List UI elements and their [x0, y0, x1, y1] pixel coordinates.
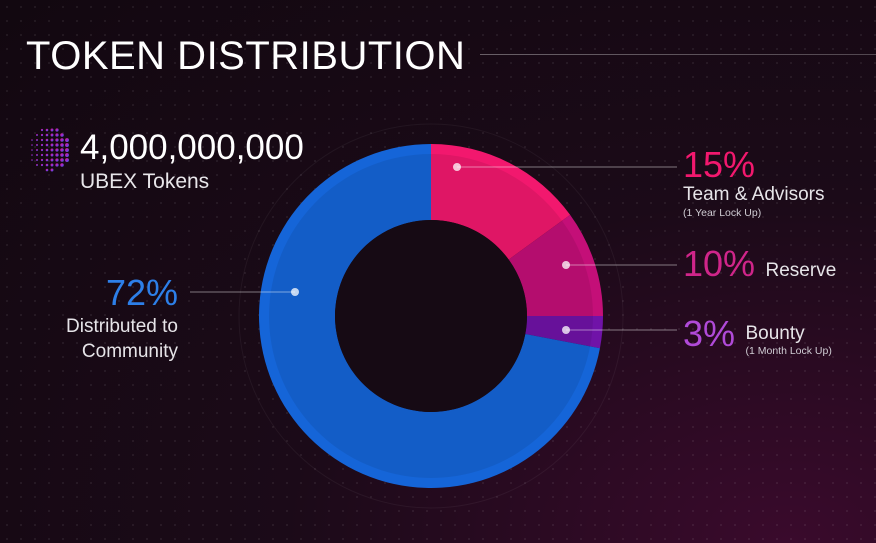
globe-icon-dot — [55, 133, 59, 137]
globe-icon-dot — [36, 164, 38, 166]
globe-icon-dot — [60, 138, 64, 142]
globe-icon-dot — [55, 153, 59, 157]
dotted-globe-icon — [31, 128, 69, 172]
globe-icon-dot — [40, 148, 44, 152]
bounty-name: Bounty — [745, 323, 805, 344]
total-token-amount: 4,000,000,000 — [80, 128, 304, 167]
reserve-label: 10% Reserve — [683, 243, 836, 285]
globe-icon-dot — [40, 163, 44, 167]
team-percent: 15% — [683, 144, 756, 185]
globe-icon-dot — [65, 158, 69, 162]
globe-icon-dot — [60, 158, 64, 162]
globe-icon-dot — [50, 138, 54, 142]
leader-dot-team — [453, 163, 461, 171]
globe-icon-dot — [55, 163, 59, 167]
globe-icon-dot — [40, 133, 44, 137]
globe-icon-dot — [55, 148, 59, 152]
donut-slice-shade — [431, 154, 563, 260]
globe-icon-dot — [60, 143, 64, 147]
globe-icon-dot — [45, 168, 49, 172]
leader-dot-bounty — [562, 326, 570, 334]
globe-icon-dot — [50, 168, 54, 172]
globe-icon-dot — [50, 143, 54, 147]
bounty-label: 3% Bounty (1 Month Lock Up) — [683, 313, 832, 357]
globe-icon-dot — [40, 153, 44, 157]
community-label: 72% Distributed to Community — [54, 272, 178, 363]
globe-icon-dot — [31, 149, 33, 151]
donut-slice-shade — [508, 220, 593, 316]
leader-dot-community — [291, 288, 299, 296]
leader-dot-reserve — [562, 261, 570, 269]
globe-icon-dot — [45, 143, 49, 147]
globe-icon-dot — [36, 149, 38, 151]
globe-icon-dot — [40, 138, 44, 142]
team-note: (1 Year Lock Up) — [683, 207, 762, 219]
globe-icon-dot — [55, 158, 59, 162]
globe-icon-dot — [50, 148, 54, 152]
globe-icon-dot — [31, 139, 33, 141]
community-name-line2: Community — [81, 341, 178, 362]
globe-icon-dot — [60, 163, 64, 167]
community-percent: 72% — [105, 272, 178, 313]
globe-icon-dot — [50, 158, 54, 162]
globe-icon-dot — [36, 134, 38, 136]
globe-icon-dot — [40, 128, 44, 132]
donut-slice-reserve — [508, 214, 603, 316]
globe-icon-dot — [55, 143, 59, 147]
globe-icon-dot — [40, 158, 44, 162]
donut-hole — [335, 220, 527, 412]
donut-slice-shade — [269, 154, 591, 479]
globe-icon-dot — [36, 159, 38, 161]
globe-icon-dot — [65, 153, 69, 157]
globe-icon-dot — [60, 148, 64, 152]
globe-icon-dot — [45, 158, 49, 162]
globe-icon-dot — [55, 138, 59, 142]
outer-halo-ring — [238, 123, 624, 509]
globe-icon-dot — [40, 143, 44, 147]
globe-icon-dot — [65, 138, 69, 142]
globe-icon-dot — [31, 159, 33, 161]
globe-icon-dot — [50, 128, 54, 132]
globe-icon-dot — [65, 143, 69, 147]
team-name: Team & Advisors — [683, 184, 825, 205]
globe-icon-dot — [50, 163, 54, 167]
globe-icon-dot — [65, 148, 69, 152]
globe-icon-dot — [36, 144, 38, 146]
globe-icon-dot — [45, 148, 49, 152]
globe-icon-dot — [36, 154, 38, 156]
globe-icon-dot — [45, 133, 49, 137]
globe-icon-dot — [45, 128, 49, 132]
globe-icon-dot — [60, 153, 64, 157]
globe-icon-dot — [50, 153, 54, 157]
bounty-note: (1 Month Lock Up) — [745, 345, 832, 357]
globe-icon-dot — [36, 139, 38, 141]
globe-icon-dot — [31, 154, 33, 156]
donut-slice-shade — [525, 316, 593, 347]
page-title: TOKEN DISTRIBUTION — [26, 34, 466, 78]
globe-icon-dot — [45, 153, 49, 157]
community-name-line1: Distributed to — [66, 316, 178, 337]
globe-icon-dot — [50, 133, 54, 137]
reserve-name: Reserve — [765, 260, 837, 281]
globe-icon-dot — [31, 144, 33, 146]
team-label: 15% Team & Advisors (1 Year Lock Up) — [683, 144, 825, 219]
title-divider — [480, 54, 876, 55]
total-token-unit: UBEX Tokens — [80, 170, 210, 193]
globe-icon-dot — [45, 163, 49, 167]
globe-icon-dot — [55, 128, 59, 132]
globe-icon-dot — [45, 138, 49, 142]
globe-icon-dot — [60, 133, 64, 137]
donut-slice-distributed-to-community — [259, 144, 600, 489]
reserve-percent: 10% — [683, 243, 756, 284]
bounty-percent: 3% — [683, 313, 736, 354]
donut-slice-team-advisors — [431, 144, 571, 260]
